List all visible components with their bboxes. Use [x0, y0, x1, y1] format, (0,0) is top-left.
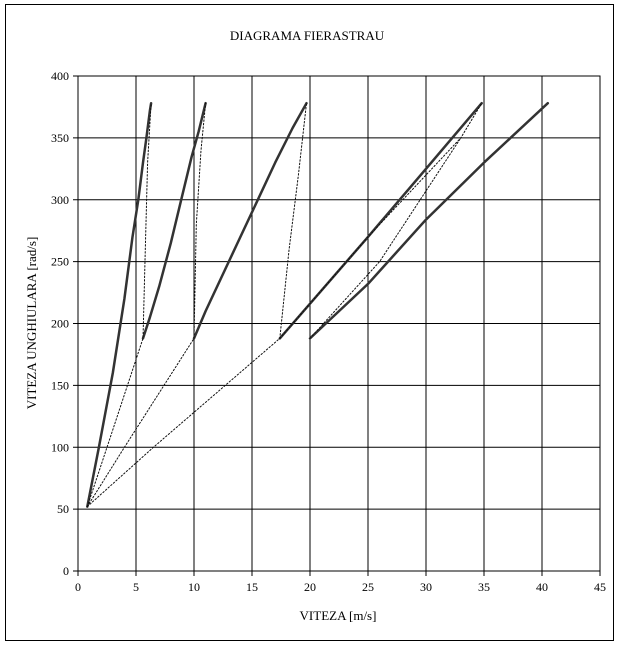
x-tick-label: 30: [420, 580, 432, 594]
y-tick-label: 150: [51, 378, 69, 392]
y-tick-label: 400: [51, 69, 69, 83]
grid-layer: [78, 76, 600, 571]
solid-series-line-2: [192, 101, 308, 340]
x-tick-label: 5: [133, 580, 139, 594]
x-tick-label: 20: [304, 580, 316, 594]
solid-series-line-1: [141, 101, 207, 340]
x-tick-label: 35: [478, 580, 490, 594]
y-tick-label: 250: [51, 255, 69, 269]
x-tick-label: 45: [594, 580, 606, 594]
dotted-series-line-5: [86, 102, 152, 508]
tick-layer: 0 5 10 15 20 25 30 35 40 45 0 50 100 150 200 250 300 350 4…: [51, 69, 606, 594]
solid-series-line-0: [86, 101, 153, 508]
dotted-series-line-8: [279, 102, 483, 339]
x-tick-label: 10: [188, 580, 200, 594]
solid-series-line-4: [308, 101, 550, 340]
y-tick-label: 0: [63, 564, 69, 578]
x-tick-label: 40: [536, 580, 548, 594]
y-tick-label: 350: [51, 131, 69, 145]
y-axis-title: VITEZA UNGHIULARA [rad/s]: [24, 237, 39, 410]
dotted-series-line-7: [86, 102, 307, 508]
y-tick-label: 50: [57, 502, 69, 516]
y-tick-label: 100: [51, 440, 69, 454]
series-layer: [86, 101, 550, 508]
x-tick-label: 15: [246, 580, 258, 594]
y-tick-label: 300: [51, 193, 69, 207]
x-tick-label: 25: [362, 580, 374, 594]
chart-title: DIAGRAMA FIERASTRAU: [230, 28, 385, 43]
y-tick-label: 200: [51, 317, 69, 331]
dotted-series-line-6: [86, 102, 207, 508]
x-axis-title: VITEZA [m/s]: [300, 608, 377, 623]
x-tick-label: 0: [75, 580, 81, 594]
dotted-series-line-9: [309, 137, 462, 339]
